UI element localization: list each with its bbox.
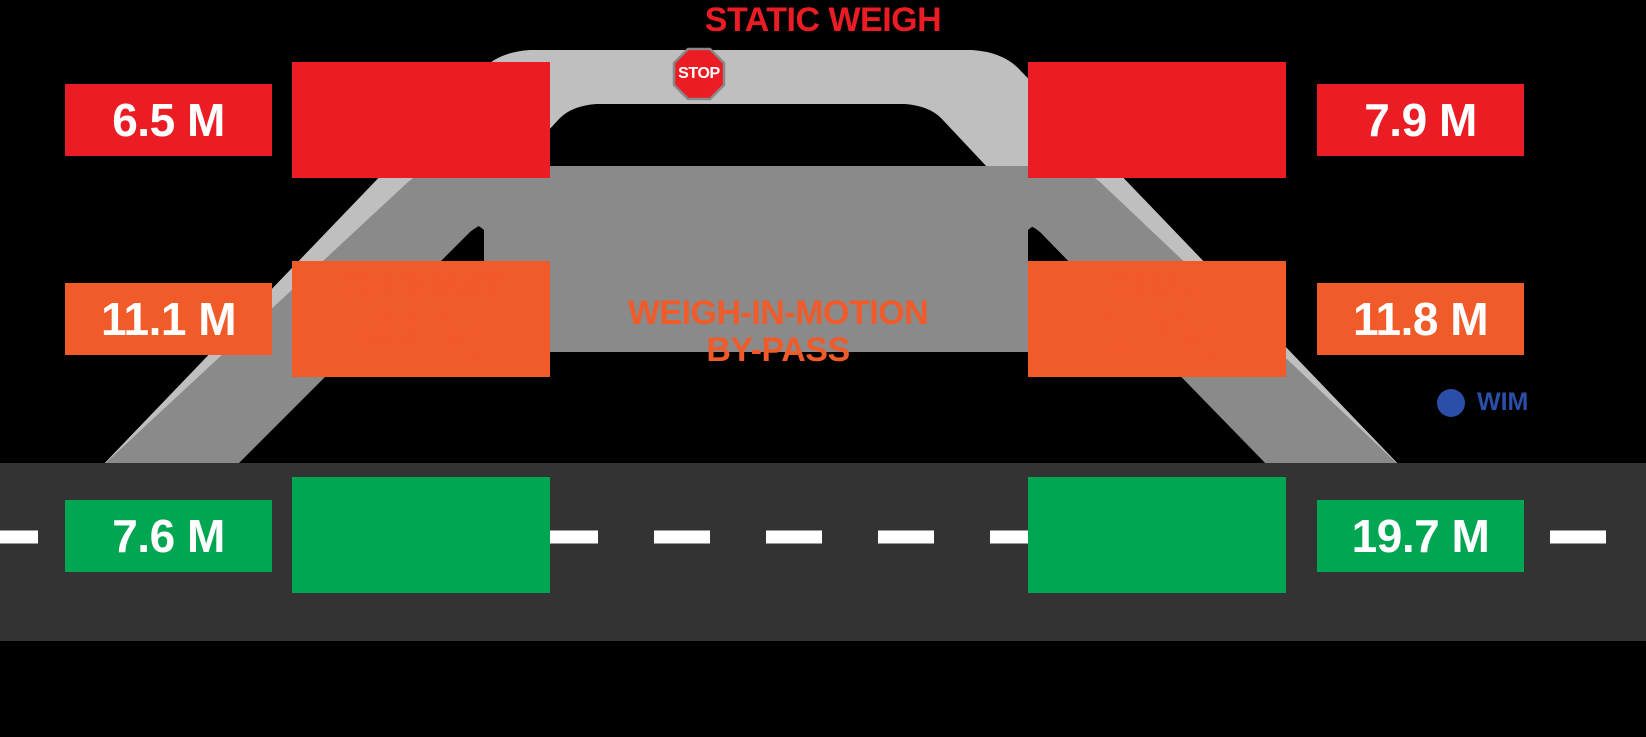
weigh-in-motion-title-line1: WEIGH-IN-MOTION [627, 294, 929, 332]
mainline-current-percent: 31% [355, 514, 488, 590]
mainline-goal-card: GOAL 50% [1028, 477, 1286, 593]
wim-legend: WIM [1437, 388, 1528, 417]
stop-sign-shape [672, 47, 726, 101]
mainline-current-volume: 7.6 M [65, 500, 272, 572]
mainline-current-card: CURRENT 31% [292, 477, 550, 593]
static-weigh-goal-percent: 20% [1091, 99, 1224, 175]
static-weigh-current-percent: 25% [355, 99, 488, 175]
weigh-in-motion-current-volume: 11.1 M [65, 283, 272, 355]
weigh-in-motion-current-card: CURRENT 44% [292, 261, 550, 377]
weigh-in-motion-ramp-shape [98, 166, 1404, 470]
stop-sign-label: STOP [678, 65, 720, 82]
static-weigh-title: STATIC WEIGH [704, 1, 942, 39]
weigh-in-motion-title-line2: BY-PASS [706, 330, 850, 369]
weigh-in-motion-current-percent: 44% [355, 298, 488, 374]
wim-marker-icon [1437, 388, 1465, 417]
mainline-goal-kicker: GOAL [1109, 482, 1205, 519]
weigh-in-motion-goal-percent: 30% [1091, 298, 1224, 374]
mainline-goal-volume: 19.7 M [1317, 500, 1524, 572]
static-weigh-current-kicker: CURRENT [340, 67, 502, 104]
static-weigh-goal-kicker: GOAL [1109, 67, 1205, 104]
weigh-in-motion-goal-volume: 11.8 M [1317, 283, 1524, 355]
weigh-in-motion-goal-card: GOAL 30% [1028, 261, 1286, 377]
weigh-in-motion-current-kicker: CURRENT [340, 266, 502, 303]
mainline-current-kicker: CURRENT [340, 482, 502, 519]
mainline-goal-percent: 50% [1091, 514, 1224, 590]
wim-legend-label: WIM [1477, 388, 1529, 416]
weigh-in-motion-title: WEIGH-IN-MOTION BY-PASS [528, 295, 1028, 368]
static-weigh-current-card: CURRENT 25% [292, 62, 550, 178]
static-weigh-current-volume: 6.5 M [65, 84, 272, 156]
static-weigh-goal-card: GOAL 20% [1028, 62, 1286, 178]
stop-sign-icon: STOP [672, 47, 726, 101]
weigh-in-motion-goal-kicker: GOAL [1109, 266, 1205, 303]
static-weigh-goal-volume: 7.9 M [1317, 84, 1524, 156]
weigh-in-motion-deck [452, 218, 1060, 352]
